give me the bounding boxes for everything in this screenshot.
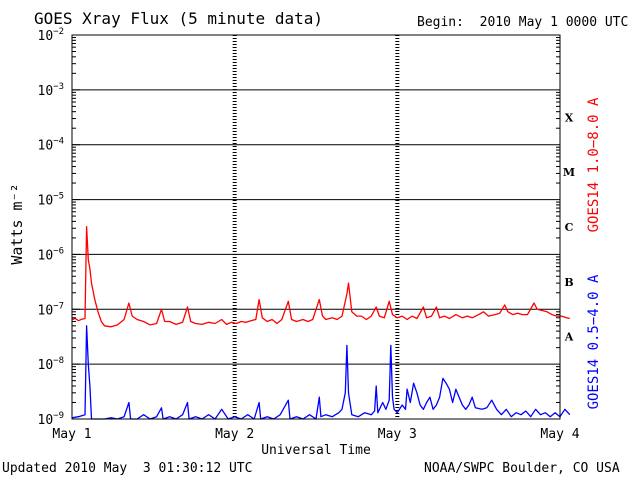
y-tick-labels: 10−9 10−8 10−7 10−6 10−5 10−4 10−3 10−2 — [38, 27, 65, 428]
flare-class-label: B — [564, 276, 573, 289]
series-lines — [71, 226, 571, 420]
y-tick-label: 10−3 — [38, 82, 65, 99]
legend-short-channel: GOES14 0.5−4.0 A — [586, 274, 602, 409]
series-long-channel-line — [71, 226, 570, 328]
y-tick-label: 10−4 — [38, 137, 65, 154]
updated-timestamp: Updated 2010 May 3 01:30:12 UTC — [2, 461, 253, 476]
flare-class-labels: A B C M X — [563, 111, 575, 343]
y-tick-label: 10−5 — [38, 192, 65, 209]
x-axis-label: Universal Time — [261, 443, 371, 458]
y-tick-label: 10−8 — [38, 356, 65, 373]
y-tick-label: 10−9 — [38, 411, 65, 428]
flare-class-label: C — [565, 221, 574, 234]
flare-class-label: A — [564, 331, 574, 344]
x-tick-label: May 2 — [215, 427, 254, 442]
series-short-channel-line — [71, 325, 571, 420]
flare-class-label: X — [565, 111, 574, 124]
chart-title: GOES Xray Flux (5 minute data) — [34, 9, 323, 28]
x-tick-label: May 3 — [378, 427, 417, 442]
y-tick-label: 10−7 — [38, 301, 65, 318]
x-tick-labels: May 1 May 2 May 3 May 4 — [52, 427, 579, 442]
flare-class-label: M — [563, 166, 575, 179]
legend-long-channel: GOES14 1.0−8.0 A — [586, 97, 602, 232]
y-tick-label: 10−2 — [38, 27, 65, 44]
y-axis-label: Watts m⁻² — [8, 183, 26, 264]
x-tick-label: May 1 — [52, 427, 91, 442]
data-source: NOAA/SWPC Boulder, CO USA — [424, 461, 620, 476]
plot-frame — [71, 34, 561, 420]
begin-label-text: Begin: — [417, 15, 464, 30]
plot-border — [71, 34, 561, 420]
x-tick-label: May 4 — [540, 427, 579, 442]
begin-value: 2010 May 1 0000 UTC — [479, 15, 629, 30]
y-tick-label: 10−6 — [38, 246, 65, 263]
grid-lines — [72, 35, 560, 419]
begin-label: Begin: 2010 May 1 0000 UTC — [417, 15, 628, 30]
